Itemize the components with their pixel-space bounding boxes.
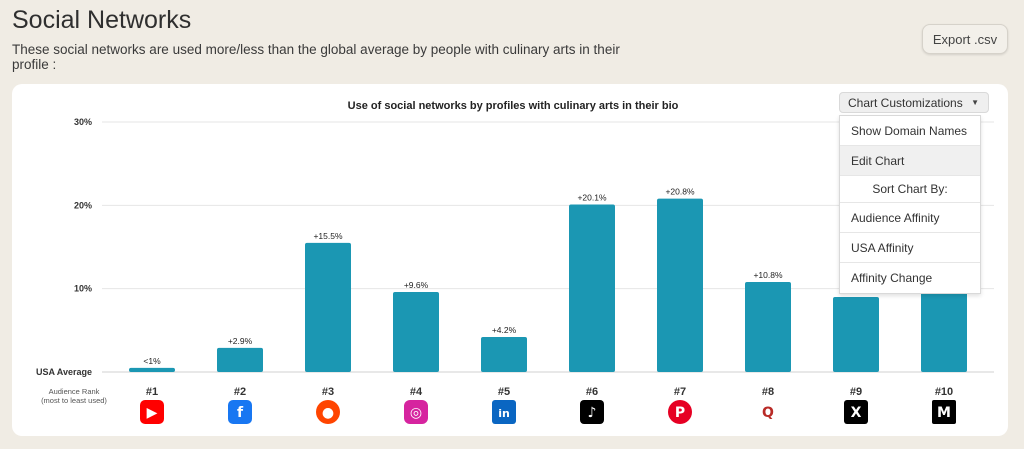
y-tick-label: 20% [74,200,92,210]
bar [657,198,703,372]
reddit-icon: ● [316,400,340,424]
caret-down-icon: ▼ [971,98,979,107]
rank-label: #2 [234,386,246,398]
rank-label: #5 [498,386,510,398]
chart-card: Use of social networks by profiles with … [12,84,1008,436]
rank-axis-sublabel: (most to least used) [41,396,107,405]
bar [217,347,263,372]
bar [569,204,615,372]
page-title: Social Networks [12,6,192,34]
facebook-icon: f [228,400,252,424]
rank-label: #3 [322,386,334,398]
bar [833,297,879,372]
menu-item-audience-affinity[interactable]: Audience Affinity [840,203,980,233]
bar [305,242,351,372]
y-tick-label: 10% [74,284,92,294]
chart-customizations-button[interactable]: Chart Customizations ▼ [839,92,989,113]
baseline-label: USA Average [36,367,92,377]
data-label: +15.5% [313,231,343,241]
medium-icon: M [932,400,956,424]
data-label: +4.2% [492,325,517,335]
sort-chart-by-header: Sort Chart By: [840,176,980,203]
rank-label: #7 [674,386,686,398]
page-subtitle: These social networks are used more/less… [12,42,620,72]
rank-label: #6 [586,386,598,398]
chart-customizations-menu: Show Domain Names Edit Chart Sort Chart By… [839,115,981,294]
pinterest-icon: P [668,400,692,424]
rank-axis-label: Audience Rank [49,387,100,396]
instagram-icon: ◎ [404,400,428,424]
svg-text:♪: ♪ [588,405,597,421]
rank-label: #8 [762,386,774,398]
data-label: +2.9% [228,336,253,346]
menu-item-affinity-change[interactable]: Affinity Change [851,271,933,285]
svg-text:X: X [851,405,862,421]
rank-label: #1 [146,386,158,398]
menu-item-edit-chart[interactable]: Edit Chart [840,146,980,176]
quora-icon: Q [756,400,780,424]
svg-text:◎: ◎ [410,405,422,421]
svg-text:in: in [498,407,510,420]
tiktok-icon: ♪ [580,400,604,424]
data-label: <1% [143,356,161,366]
data-label: +10.8% [753,270,783,280]
svg-text:M: M [937,405,951,421]
linkedin-icon: in [492,400,516,424]
y-tick-label: 30% [74,117,92,127]
youtube-icon: ▶ [140,400,164,424]
rank-label: #9 [850,386,862,398]
bar [481,337,527,372]
svg-text:●: ● [322,405,334,421]
menu-item-usa-affinity[interactable]: USA Affinity [840,233,980,263]
data-label: +20.8% [665,187,695,197]
svg-text:Q: Q [762,405,774,421]
data-label: +20.1% [577,193,607,203]
chart-customizations-label: Chart Customizations [848,95,963,110]
bar [393,292,439,372]
svg-text:P: P [675,405,685,421]
chart-title: Use of social networks by profiles with … [348,100,679,112]
svg-text:▶: ▶ [147,405,158,421]
export-csv-button[interactable]: Export .csv [922,24,1008,54]
x-icon: X [844,400,868,424]
data-label: +9.6% [404,280,429,290]
svg-text:f: f [237,405,244,421]
rank-label: #4 [410,386,423,398]
menu-item-show-domain-names[interactable]: Show Domain Names [840,116,980,146]
rank-label: #10 [935,386,953,398]
bar [745,282,791,372]
bar [129,367,175,372]
